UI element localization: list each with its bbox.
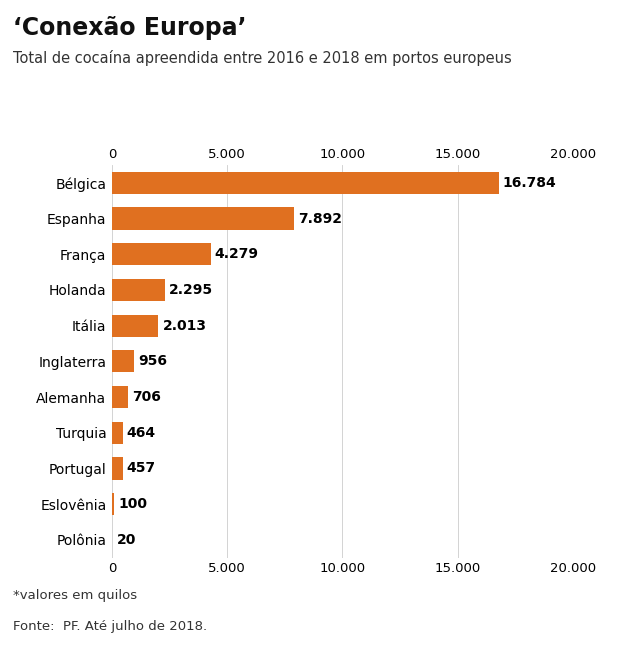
Text: ‘Conexão Europa’: ‘Conexão Europa’ (13, 16, 246, 40)
Text: 7.892: 7.892 (298, 212, 342, 226)
Text: 100: 100 (118, 497, 147, 511)
Bar (112, 493, 115, 515)
Text: 2.013: 2.013 (163, 319, 207, 333)
Text: BBC: BBC (572, 632, 603, 646)
Bar (112, 315, 158, 337)
Bar (112, 279, 165, 301)
Bar (112, 172, 499, 194)
Text: *valores em quilos: *valores em quilos (13, 589, 137, 602)
Text: Fonte:  PF. Até julho de 2018.: Fonte: PF. Até julho de 2018. (13, 620, 207, 634)
Text: 2.295: 2.295 (169, 283, 213, 297)
Text: 457: 457 (127, 461, 156, 475)
Bar (112, 243, 211, 265)
Bar (112, 386, 128, 408)
Text: 956: 956 (138, 354, 167, 368)
Text: 16.784: 16.784 (503, 176, 557, 190)
Text: 464: 464 (127, 426, 156, 440)
Bar (112, 207, 294, 230)
Bar (112, 422, 123, 444)
Text: 20: 20 (116, 533, 136, 547)
Text: Total de cocaína apreendida entre 2016 e 2018 em portos europeus: Total de cocaína apreendida entre 2016 e… (13, 50, 511, 65)
Text: 706: 706 (132, 390, 161, 404)
Bar (112, 457, 122, 480)
Text: 4.279: 4.279 (215, 248, 259, 261)
Bar (112, 350, 134, 372)
